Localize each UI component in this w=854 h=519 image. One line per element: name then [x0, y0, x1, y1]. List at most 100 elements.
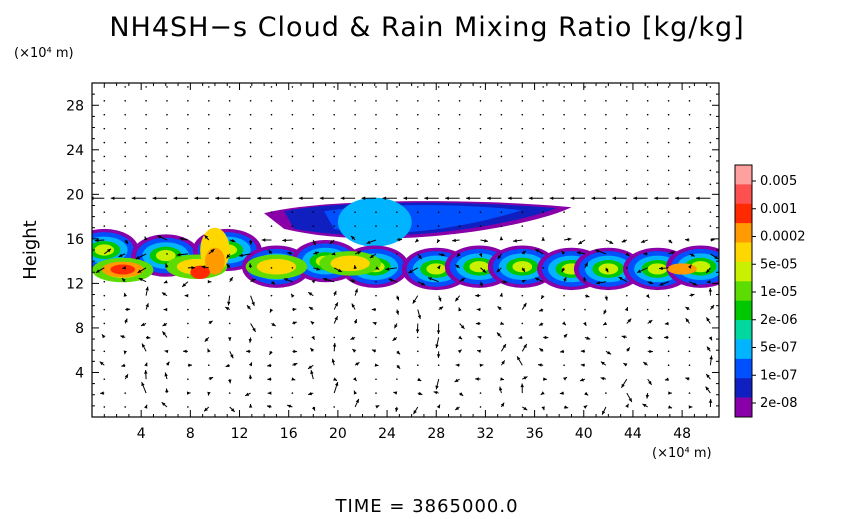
wind-arrowhead	[693, 282, 698, 286]
wind-dot	[145, 225, 147, 227]
wind-arrowhead	[144, 370, 148, 374]
wind-arrowhead	[227, 301, 231, 306]
wind-dot	[124, 86, 126, 88]
wind-dot	[103, 225, 106, 227]
wind-arrowhead	[441, 252, 445, 257]
wind-arrowhead	[353, 390, 358, 395]
wind-arrowhead	[484, 239, 488, 243]
wind-arrowhead	[374, 363, 379, 367]
wind-dot	[270, 211, 273, 213]
wind-dot	[688, 336, 691, 339]
wind-arrowhead	[600, 376, 605, 381]
wind-dot	[207, 225, 210, 227]
wind-arrowhead	[208, 320, 213, 325]
wind-arrowhead	[567, 237, 572, 242]
wind-arrowhead	[283, 278, 288, 282]
wind-arrowhead	[372, 349, 377, 353]
wind-arrowhead	[191, 265, 196, 270]
wind-arrowhead	[163, 307, 168, 312]
wind-dot	[521, 322, 524, 325]
wind-dot	[145, 183, 147, 186]
wind-dot	[270, 225, 273, 227]
wind-arrowhead	[497, 306, 502, 311]
wind-dot	[166, 86, 168, 88]
wind-dot	[270, 141, 273, 144]
wind-dot	[103, 211, 106, 213]
wind-arrowhead	[433, 390, 438, 395]
wind-arrowhead	[267, 363, 272, 368]
wind-arrowhead	[477, 335, 482, 340]
wind-arrowhead	[355, 398, 359, 403]
wind-dot	[333, 211, 335, 213]
wind-dot	[521, 100, 524, 102]
colorbar-swatch	[735, 300, 752, 321]
wind-arrowhead	[539, 348, 544, 352]
wind-arrowhead	[475, 321, 480, 326]
wind-arrowhead	[308, 365, 313, 369]
wind-dot	[584, 308, 586, 311]
wind-arrowhead	[563, 377, 567, 381]
wind-arrowhead	[161, 292, 166, 296]
wind-arrowhead	[584, 262, 588, 267]
colorbar-label: 5e-07	[760, 341, 798, 356]
wind-dot	[291, 141, 294, 144]
wind-arrowhead	[624, 307, 629, 312]
wind-dot	[124, 169, 126, 172]
wind-dot	[709, 169, 712, 172]
wind-dot	[187, 100, 189, 102]
wind-arrowhead	[670, 251, 675, 255]
wind-arrowhead	[298, 196, 303, 200]
wind-arrowhead	[521, 268, 525, 273]
wind-dot	[437, 169, 440, 172]
x-tick-label: 20	[329, 426, 347, 442]
wind-arrowhead	[124, 240, 129, 244]
wind-dot	[270, 169, 273, 172]
wind-dot	[584, 211, 586, 213]
wind-dot	[625, 183, 628, 186]
wind-dot	[396, 155, 398, 158]
wind-arrowhead	[215, 196, 219, 200]
wind-dot	[207, 113, 210, 116]
wind-dot	[333, 155, 335, 158]
wind-arrowhead	[664, 377, 669, 381]
wind-dot	[416, 183, 419, 186]
wind-arrowhead	[564, 405, 569, 409]
wind-dot	[124, 113, 126, 116]
wind-dot	[605, 113, 607, 116]
wind-arrowhead	[535, 249, 540, 253]
wind-arrowhead	[107, 248, 112, 253]
wind-arrowhead	[227, 337, 232, 341]
wind-dot	[479, 211, 482, 213]
wind-dot	[375, 225, 377, 227]
wind-dot	[667, 127, 670, 130]
wind-dot	[667, 86, 670, 88]
wind-arrowhead	[398, 238, 403, 242]
wind-dot	[145, 127, 147, 130]
wind-dot	[563, 100, 565, 102]
wind-arrowhead	[292, 321, 297, 325]
wind-dot	[605, 127, 607, 130]
wind-arrowhead	[251, 301, 255, 306]
wind-dot	[124, 100, 126, 102]
wind-dot	[688, 100, 691, 102]
wind-dot	[500, 100, 503, 102]
wind-arrowhead	[110, 196, 115, 200]
wind-dot	[333, 183, 335, 186]
x-axis-unit: (×10⁴ m)	[652, 446, 712, 461]
wind-dot	[396, 141, 398, 144]
wind-dot	[249, 183, 252, 186]
wind-arrowhead	[228, 379, 232, 384]
wind-arrowhead	[437, 238, 441, 243]
wind-dot	[396, 183, 398, 186]
wind-arrowhead	[332, 342, 337, 347]
wind-dot	[479, 169, 482, 172]
wind-arrowhead	[350, 279, 355, 283]
wind-dot	[584, 169, 586, 172]
wind-dot	[291, 392, 294, 394]
wind-dot	[521, 86, 524, 88]
wind-dot	[396, 211, 398, 213]
wind-dot	[667, 294, 670, 297]
core-red	[110, 264, 136, 275]
wind-arrowhead	[455, 406, 460, 411]
wind-arrowhead	[334, 302, 338, 307]
